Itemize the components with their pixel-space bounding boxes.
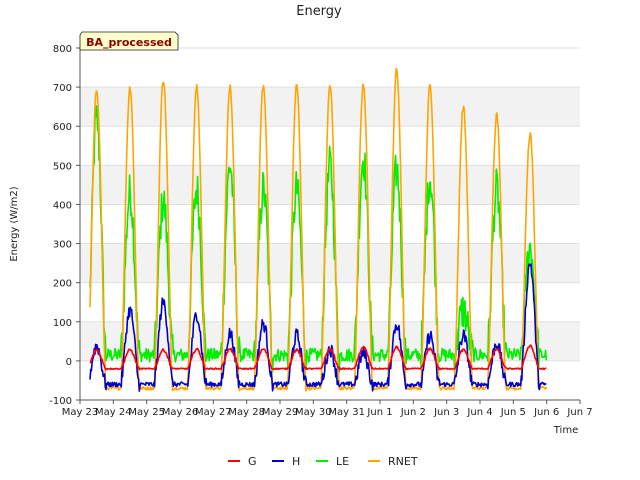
y-tick-label: 600 <box>53 122 72 133</box>
legend-label-rnet: RNET <box>388 455 418 468</box>
x-axis-label: Time <box>553 425 578 436</box>
processed-badge: BA_processed <box>79 31 179 51</box>
legend-label-le: LE <box>336 455 349 468</box>
x-tick-label: Jun 7 <box>566 407 592 418</box>
x-tick-label: Jun 5 <box>500 407 526 418</box>
y-tick-label: 100 <box>53 318 72 329</box>
x-tick-label: Jun 3 <box>433 407 459 418</box>
x-tick-label: Jun 2 <box>400 407 426 418</box>
series-layer <box>89 67 548 392</box>
x-tick-label: Jun 1 <box>366 407 392 418</box>
y-tick-label: 300 <box>53 240 72 251</box>
legend: G H LE RNET <box>228 455 418 468</box>
grid-band <box>80 165 580 205</box>
y-tick-label: 200 <box>53 279 72 290</box>
y-tick-label: 500 <box>53 161 72 172</box>
chart-title: Energy <box>296 4 342 19</box>
x-tick-label: Jun 6 <box>533 407 559 418</box>
y-tick-label: 400 <box>53 200 72 211</box>
legend-label-g: G <box>248 455 257 468</box>
series-line-h <box>89 263 547 392</box>
x-tick-label: May 31 <box>328 407 365 418</box>
x-tick-label: May 24 <box>95 407 132 418</box>
x-tick-label: May 23 <box>62 407 99 418</box>
grid-band <box>80 243 580 283</box>
y-tick-label: 0 <box>66 357 72 368</box>
grid-band <box>80 87 580 127</box>
y-axis-label: Energy (W/m2) <box>9 186 20 261</box>
x-tick-label: May 25 <box>128 407 165 418</box>
series-line-g <box>89 344 547 371</box>
processed-badge-label: BA_processed <box>86 36 172 49</box>
y-tick-label: 700 <box>53 83 72 94</box>
series-line-rnet <box>89 67 548 392</box>
legend-label-h: H <box>292 455 300 468</box>
y-tick-label: -100 <box>49 396 72 407</box>
x-tick-label: May 26 <box>162 407 199 418</box>
x-tick-label: Jun 4 <box>466 407 492 418</box>
x-tick-label: May 27 <box>195 407 232 418</box>
x-tick-label: May 30 <box>295 407 332 418</box>
x-tick-label: May 29 <box>262 407 299 418</box>
x-tick-label: May 28 <box>228 407 265 418</box>
y-tick-label: 800 <box>53 44 72 55</box>
